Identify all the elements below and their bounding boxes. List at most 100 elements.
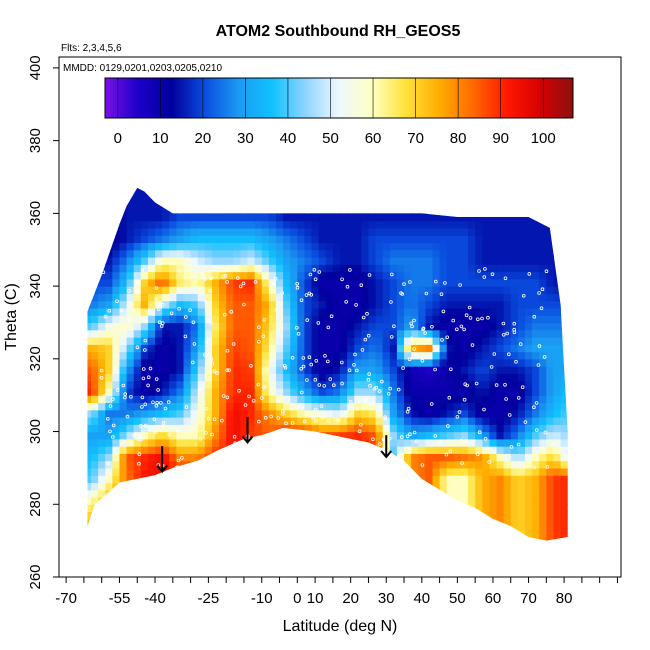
- heat-cell: [489, 300, 498, 309]
- observation-point: [361, 315, 366, 320]
- heat-cell: [176, 271, 185, 280]
- observation-point: [506, 352, 511, 357]
- heat-cell: [247, 220, 256, 229]
- heat-cell: [439, 431, 448, 440]
- heat-cell: [332, 220, 341, 229]
- observation-point: [242, 302, 246, 307]
- heat-cell: [87, 431, 92, 440]
- heat-cell: [546, 227, 555, 236]
- heat-cell: [190, 351, 199, 360]
- heat-cell: [560, 424, 568, 433]
- heat-cell: [524, 315, 533, 324]
- heat-cell: [453, 300, 462, 309]
- heat-cell: [126, 366, 135, 374]
- observation-point: [331, 383, 336, 388]
- heat-cell: [375, 300, 384, 309]
- observation-point: [271, 281, 276, 286]
- heat-cell: [332, 431, 341, 440]
- heat-cell: [204, 249, 213, 258]
- heat-cell: [247, 257, 256, 265]
- heat-cell: [162, 366, 170, 374]
- observation-point: [225, 368, 230, 373]
- heat-cell: [318, 424, 327, 433]
- heat-cell: [396, 307, 405, 316]
- heat-cell: [254, 249, 263, 258]
- heat-cell: [532, 380, 540, 389]
- x-tick-label: 40: [413, 590, 430, 607]
- heat-cell: [211, 344, 220, 353]
- heat-cell: [482, 417, 490, 425]
- observation-point: [433, 367, 437, 372]
- heat-cell: [98, 380, 106, 389]
- heat-cell: [411, 460, 419, 469]
- heat-cell: [453, 337, 462, 345]
- observation-point: [203, 277, 208, 281]
- heat-cell: [226, 235, 234, 244]
- heat-cell: [396, 344, 405, 353]
- heat-cell: [91, 489, 99, 498]
- heat-cell: [404, 227, 412, 236]
- heat-cell: [98, 351, 106, 360]
- heat-cell: [112, 373, 121, 382]
- heat-cell: [226, 344, 234, 353]
- heat-cell: [510, 424, 519, 433]
- heat-cell: [539, 460, 547, 469]
- heat-cell: [532, 329, 540, 338]
- heat-cell: [546, 264, 555, 273]
- heat-cell: [524, 235, 533, 244]
- heat-cell: [318, 409, 327, 418]
- heat-cell: [105, 409, 113, 418]
- observation-point: [106, 461, 110, 466]
- heat-cell: [261, 213, 270, 222]
- heat-cell: [446, 322, 455, 331]
- heat-cell: [539, 511, 547, 520]
- heat-cell: [524, 249, 533, 258]
- x-tick-label: -25: [198, 590, 220, 607]
- heat-cell: [297, 322, 306, 331]
- heat-cell: [404, 278, 412, 287]
- heat-cell: [368, 417, 377, 425]
- heat-cell: [240, 286, 249, 294]
- heat-cell: [489, 366, 498, 374]
- heat-cell: [183, 344, 192, 353]
- observation-point: [99, 375, 104, 380]
- heat-cell: [240, 387, 249, 396]
- heat-cell: [446, 337, 455, 345]
- observation-point: [132, 433, 136, 438]
- heat-cell: [475, 242, 483, 251]
- heat-cell: [361, 278, 370, 287]
- heat-cell: [354, 249, 362, 258]
- heat-cell: [147, 380, 156, 389]
- observation-point: [368, 383, 372, 388]
- heat-cell: [98, 366, 106, 374]
- heat-cell: [140, 431, 149, 440]
- heat-cell: [147, 300, 156, 309]
- heat-cell: [297, 271, 306, 280]
- heat-cell: [297, 307, 306, 316]
- heat-cell: [496, 351, 505, 360]
- heat-cell: [275, 307, 284, 316]
- heat-cell: [190, 300, 199, 309]
- heat-cell: [532, 264, 540, 273]
- heat-cell: [510, 322, 519, 331]
- heat-cell: [496, 235, 505, 244]
- heat-cell: [553, 467, 562, 476]
- heat-cell: [411, 438, 419, 447]
- observation-point: [464, 439, 468, 443]
- observation-point: [299, 390, 304, 395]
- heat-cell: [105, 431, 113, 440]
- heat-cell: [496, 431, 505, 440]
- heat-cell: [162, 380, 170, 389]
- heat-cell: [325, 380, 334, 389]
- heat-cell: [439, 344, 448, 353]
- observation-point: [328, 377, 333, 381]
- heat-cell: [283, 409, 291, 418]
- heat-cell: [546, 373, 555, 382]
- heat-cell: [510, 227, 519, 236]
- observation-point: [399, 435, 404, 439]
- heat-cell: [496, 511, 505, 520]
- observation-point: [455, 414, 460, 419]
- heat-cell: [140, 206, 149, 214]
- heat-cell: [119, 264, 128, 273]
- heat-cell: [332, 271, 341, 280]
